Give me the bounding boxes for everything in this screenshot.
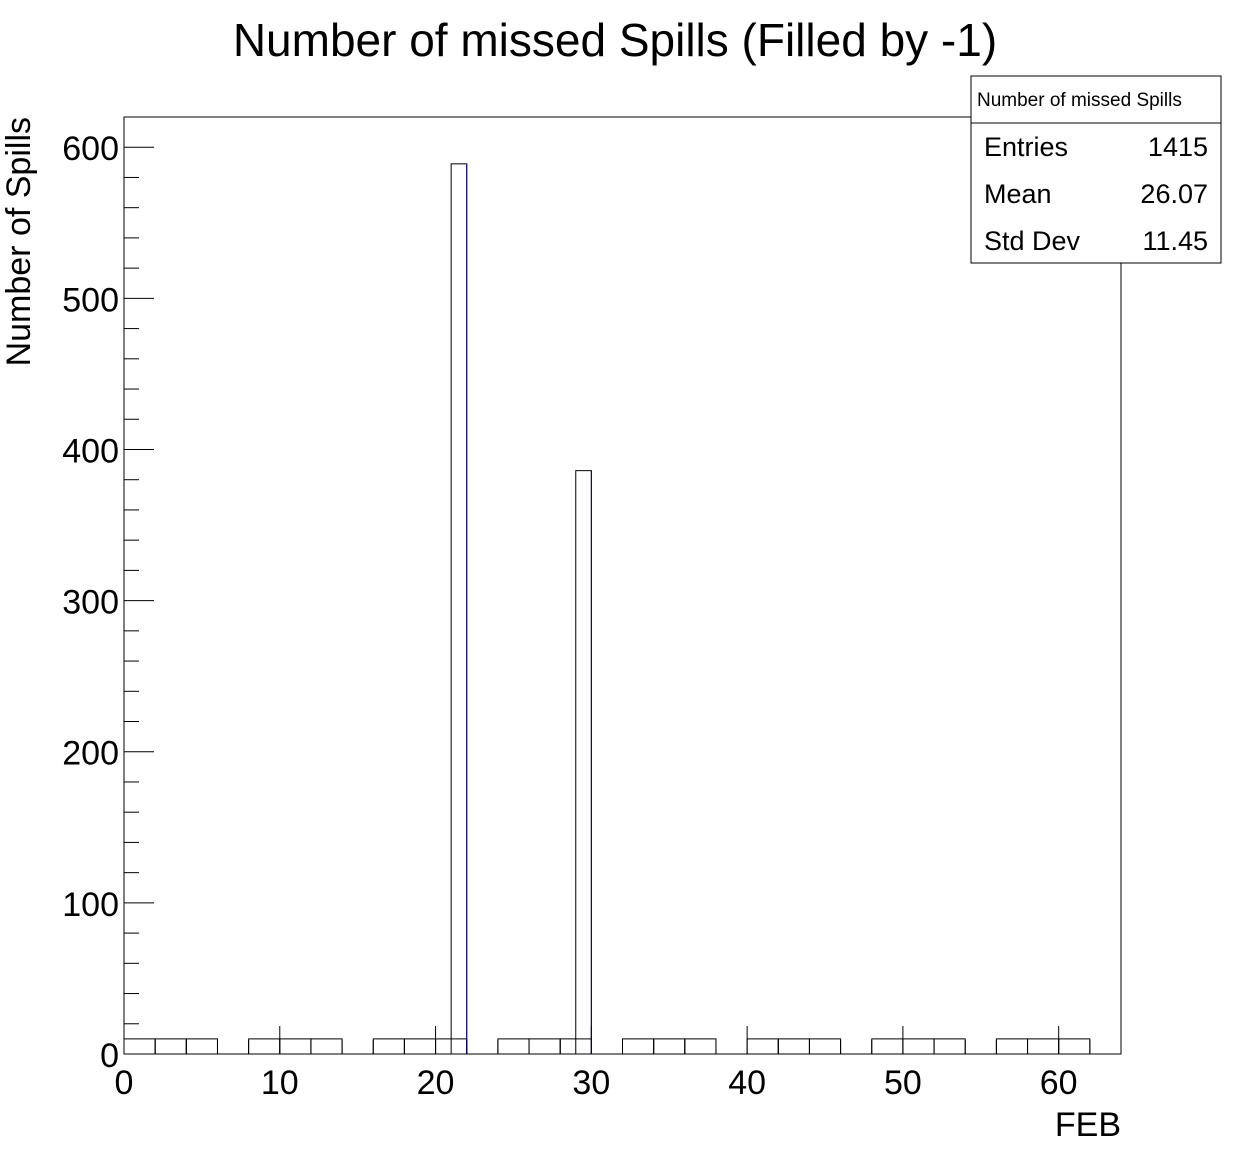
stats-box: Number of missed Spills Entries 1415 Mea… [970, 75, 1222, 264]
x-axis-label: FEB [1055, 1106, 1121, 1144]
stats-box-title: Number of missed Spills [977, 90, 1182, 111]
histogram-bin [528, 1038, 561, 1055]
histogram-bin [248, 1038, 281, 1055]
histogram-spike [575, 470, 592, 1055]
y-axis-ticks: 0 100 200 300 400 500 600 [62, 130, 154, 1075]
x-axis-ticks: 0 10 20 30 40 50 60 [115, 1026, 1091, 1102]
histogram-bin [123, 1038, 156, 1055]
stats-entries-label: Entries [984, 132, 1068, 162]
histogram-bin [746, 1038, 779, 1055]
histogram-bin [1027, 1038, 1060, 1055]
stats-entries-value: 1415 [1148, 132, 1208, 162]
stats-box-frame [970, 75, 1222, 264]
x-tick-label: 40 [728, 1064, 766, 1102]
x-tick-label: 50 [884, 1064, 922, 1102]
y-tick-label: 600 [62, 130, 119, 168]
histogram-bin [497, 1038, 530, 1055]
histogram-spike [450, 163, 468, 1055]
histogram-bin [279, 1038, 312, 1055]
x-tick-label: 0 [115, 1064, 134, 1102]
histogram-bin [403, 1038, 437, 1055]
histogram-bin [902, 1038, 935, 1055]
y-tick-label: 200 [62, 735, 119, 773]
histogram-bin [684, 1038, 717, 1055]
x-tick-label: 30 [572, 1064, 610, 1102]
histogram-bins [123, 163, 1091, 1055]
histogram-bin [995, 1038, 1029, 1055]
histogram-bin [310, 1038, 343, 1055]
histogram-bin [622, 1038, 655, 1055]
histogram-bin [653, 1038, 686, 1055]
histogram-bin [808, 1038, 842, 1055]
y-tick-label: 300 [62, 584, 119, 622]
y-tick-label: 100 [62, 886, 119, 924]
histogram-bin [933, 1038, 966, 1055]
x-tick-label: 20 [417, 1064, 455, 1102]
histogram-bin [185, 1038, 218, 1055]
y-tick-label: 400 [62, 432, 119, 470]
y-tick-label: 0 [100, 1037, 119, 1075]
chart-title: Number of missed Spills (Filled by -1) [233, 14, 997, 66]
histogram-bin [1058, 1038, 1091, 1055]
stats-mean-value: 26.07 [1140, 179, 1208, 209]
x-tick-label: 10 [261, 1064, 299, 1102]
x-tick-label: 60 [1040, 1064, 1078, 1102]
y-axis-label: Number of Spills [0, 117, 38, 366]
histogram-bin [154, 1038, 187, 1055]
stats-stddev-label: Std Dev [984, 226, 1081, 256]
stats-stddev-value: 11.45 [1142, 226, 1208, 256]
y-tick-label: 500 [62, 281, 119, 319]
histogram-bin [871, 1038, 904, 1055]
stats-mean-label: Mean [984, 179, 1052, 209]
histogram-bin [777, 1038, 810, 1055]
histogram-bin [372, 1038, 405, 1055]
